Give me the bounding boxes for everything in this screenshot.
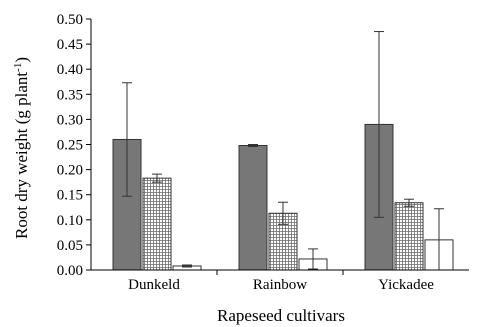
y-tick-label: 0.50 [57,12,83,28]
bar [394,202,424,271]
y-axis-title-main: Root dry weight (g plant [12,72,31,239]
y-tick-label: 0.35 [57,87,83,103]
x-axis-title: Rapeseed cultivars [217,306,345,325]
y-tick-label: 0.30 [57,112,83,128]
x-tick-label: Yickadee [378,277,434,293]
y-tick-label: 0.20 [57,163,83,179]
plot-area [112,31,454,271]
bar [238,145,268,271]
y-tick-label: 0.40 [57,62,83,78]
y-axis-title-superscript: -1 [12,63,24,72]
x-tick-label: Dunkeld [128,277,180,293]
y-tick-label: 0.25 [57,138,83,154]
y-axis-title: Root dry weight (g plant-1) [12,57,31,239]
x-tick-label: Rainbow [253,277,307,293]
y-tick-label: 0.10 [57,213,83,229]
bar [142,177,172,271]
y-tick-label: 0.45 [57,37,83,53]
y-axis-title-close: ) [12,57,31,63]
y-tick-label: 0.05 [57,238,83,254]
y-tick-label: 0.15 [57,188,83,204]
y-tick-label: 0.00 [57,263,83,279]
